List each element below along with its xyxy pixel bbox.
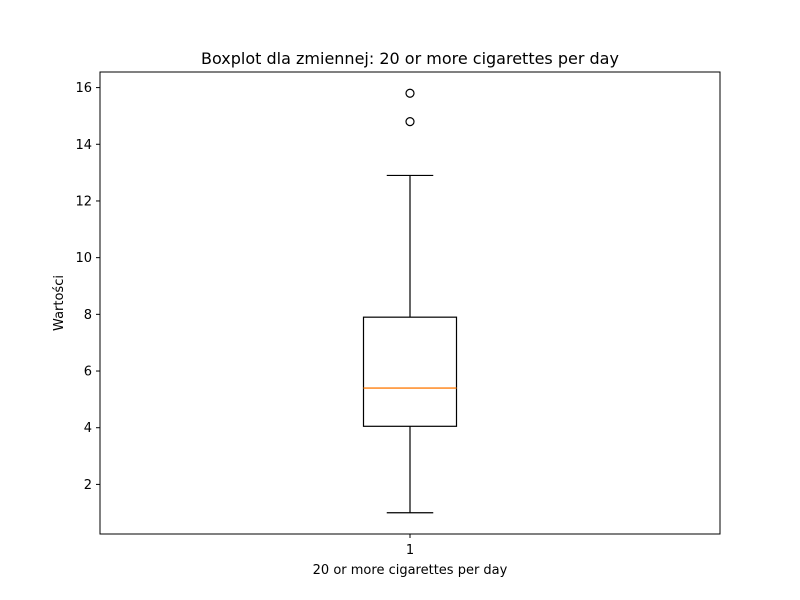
y-tick-label: 4: [84, 421, 92, 436]
x-tick-label: 1: [406, 543, 414, 558]
chart-title: Boxplot dla zmiennej: 20 or more cigaret…: [201, 49, 619, 68]
y-tick-label: 12: [75, 194, 92, 209]
outlier-point: [405, 117, 415, 127]
y-tick-label: 14: [75, 138, 92, 153]
box-group: [362, 88, 458, 514]
outlier-point: [405, 88, 415, 98]
y-tick-label: 6: [84, 365, 92, 380]
x-axis: 1: [406, 534, 414, 558]
y-tick-label: 2: [84, 478, 92, 493]
y-tick-label: 8: [84, 308, 92, 323]
iqr-box: [362, 316, 458, 427]
x-axis-label: 20 or more cigarettes per day: [313, 563, 508, 578]
y-tick-label: 10: [75, 251, 92, 266]
y-tick-label: 16: [75, 81, 92, 96]
y-axis: 2 4 6 8 10 12 14 16: [75, 81, 100, 493]
y-axis-label: Wartości: [52, 275, 67, 331]
